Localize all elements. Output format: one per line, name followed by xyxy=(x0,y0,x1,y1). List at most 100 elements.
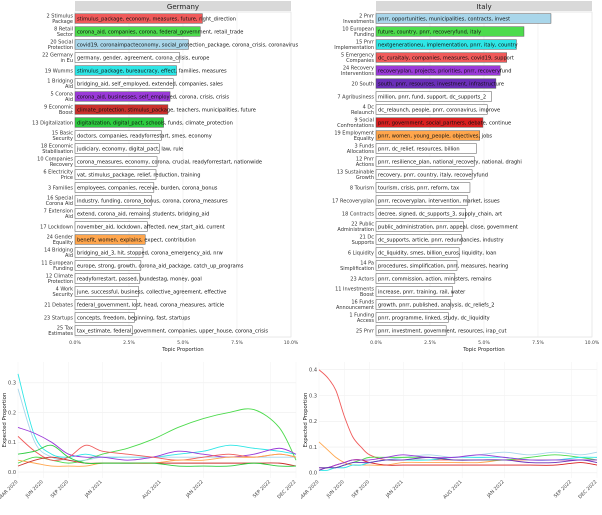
x-tick-label: AUG 2021 xyxy=(442,479,463,500)
y-tick-label: 23 Actors xyxy=(350,276,374,282)
topic-words: covid19, coronaimpacteconomy, social_pro… xyxy=(77,42,298,48)
topic-words: federal_government, lost, head, corona_m… xyxy=(77,302,224,308)
topic-words: june, successful, business, collective_a… xyxy=(76,289,226,295)
x-tick-label: MAR 2020 xyxy=(301,479,320,501)
y-tick-label: 25 Tax Estimates xyxy=(48,326,73,337)
x-tick-label: 5.0% xyxy=(478,340,490,346)
x-tick-label: SEP 2020 xyxy=(50,479,70,499)
y-tick-label: 18 Contracts xyxy=(342,211,374,217)
italy-topic-panel: Italy 0.0% 2.5% 5.0% 7.5% 10.0% Topic Proporti… xyxy=(301,0,602,358)
title-strip xyxy=(75,1,291,11)
x-tick-label: 0.0% xyxy=(69,340,81,346)
y-tick-label: 1 Bridging Aid xyxy=(47,79,73,90)
topic-words: decree, signed, dc_supports_3, supply_ch… xyxy=(378,211,502,217)
topic-bar xyxy=(375,52,507,63)
topic-bar xyxy=(375,195,469,206)
y-tick-label: 12 Climate Protection xyxy=(46,274,73,285)
topic-words: benefit, women, explains, expect, contri… xyxy=(77,237,196,243)
topic-words: digitalization, digital_pact, schools, f… xyxy=(77,120,233,126)
y-tick-label: 0.0 xyxy=(309,471,317,477)
chart-title: Germany xyxy=(167,3,199,11)
y-tick-label: 16 Funds Announcement xyxy=(336,300,374,311)
y-tick-label: 17 Lockdown xyxy=(40,224,73,230)
topic-words: pnrr, resilience_plan, national_recovery… xyxy=(378,159,522,165)
topic-bar xyxy=(74,78,174,89)
y-tick-label: 0.1 xyxy=(309,445,317,451)
x-tick-label: 7.5% xyxy=(532,340,544,346)
y-tick-label: 0.3 xyxy=(309,393,317,399)
x-tick-label: 5.0% xyxy=(177,340,189,346)
topic-words: pnrr, women, young_people, objectives, j… xyxy=(378,133,492,139)
chart-title: Italy xyxy=(476,3,491,11)
y-tick-label: 4 Work Security xyxy=(52,287,73,298)
topic-words: million, pnrr, fund, support, dc_support… xyxy=(378,94,486,100)
y-tick-label: 2 Stimulus Package xyxy=(47,14,74,25)
topic-words: public_administration, pnrr, appeal, clo… xyxy=(378,224,518,230)
topic-bar xyxy=(375,39,517,50)
y-tick-label: 15 Basic Security xyxy=(52,131,73,142)
topic-words: pnrr, investment, government, resources,… xyxy=(378,328,506,334)
topic-bar xyxy=(375,273,456,284)
topic-bar xyxy=(375,130,480,141)
topic-bar xyxy=(375,260,458,271)
topic-bar xyxy=(375,325,447,336)
topic-words: corona_measures, economy, corona, crucia… xyxy=(77,159,262,165)
x-tick-label: SEP 2020 xyxy=(351,479,371,499)
topic-words: south, pnrr, resources, investment, infr… xyxy=(378,81,504,87)
y-tick-label: 13 Sustainable Growth xyxy=(337,170,374,181)
germany-topic-bar-chart: Germany 0.0% 2.5% 5.0% 7.5% 10.0% Topic Propor… xyxy=(32,1,299,353)
topic-bar xyxy=(74,143,160,154)
series-line xyxy=(318,456,598,471)
y-tick-label: 4 Dc Relaunch xyxy=(351,105,374,116)
y-tick-label: 10 Companies Recovery xyxy=(37,157,73,168)
y-tick-label: 16 Special Corona Aid xyxy=(46,196,73,207)
plot-area xyxy=(319,362,597,478)
topic-bar xyxy=(375,221,464,232)
y-tick-label: 17 Recoveryplan xyxy=(332,198,374,204)
y-tick-label: 7 Agribusiness xyxy=(337,94,374,100)
y-tick-label: 9 Economic Boost xyxy=(44,105,73,116)
topic-bar xyxy=(375,208,466,219)
topic-bar xyxy=(74,26,201,37)
topic-words: recovery, pnrr, country, italy, recovery… xyxy=(378,172,488,178)
y-tick-label: 8 Tourism xyxy=(350,185,374,191)
series-line xyxy=(17,427,297,461)
topic-bar xyxy=(74,312,135,323)
topic-words: increase, pnrr, training, rail, water xyxy=(378,289,466,295)
topic-words: bridging_aid, self_employed, extended, c… xyxy=(77,81,223,87)
topic-words: corona_aid, businesses, self_employed, c… xyxy=(77,94,229,100)
y-tick-label: 21 Debates xyxy=(44,302,73,308)
topic-bar xyxy=(74,39,189,50)
topic-bar xyxy=(74,13,203,24)
y-tick-label: 25 Pnrr xyxy=(356,328,375,334)
topic-words: procedures, simplification, pnrr, measur… xyxy=(378,263,508,269)
y-tick-label: 18 Economic Stabilisation xyxy=(41,144,73,155)
topic-bar xyxy=(74,260,142,271)
series-line xyxy=(318,454,597,469)
topic-bar xyxy=(375,13,552,24)
y-tick-label: 1 Funding Access xyxy=(349,313,374,324)
y-tick-label: 22 Public Administration xyxy=(337,222,374,233)
y-tick-label: 0.4 xyxy=(309,368,317,374)
y-tick-label: 12 Pnrr Actions xyxy=(356,157,375,168)
y-tick-label: 15 Pnrr Implementation xyxy=(334,40,375,51)
y-tick-label: 11 Investments Boost xyxy=(335,287,374,298)
x-tick-label: 10.0% xyxy=(585,340,600,346)
x-tick-label: DEC 2022 xyxy=(276,479,297,500)
topic-words: tax_estimate, federal_government, compan… xyxy=(77,328,268,334)
y-tick-label: 9 Social Confrontations xyxy=(337,118,374,129)
x-tick-label: JAN 2022 xyxy=(485,479,505,499)
topic-bar xyxy=(74,52,181,63)
y-axis-label: Expected Proportion xyxy=(303,393,309,448)
topic-bar xyxy=(375,143,477,154)
y-tick-label: 8 Retail Sector xyxy=(54,27,74,38)
y-tick-label: 22 Germany in Eu xyxy=(42,53,73,64)
topic-bar xyxy=(74,156,158,167)
topic-bar xyxy=(74,299,137,310)
topic-words: dc_supports, article, pnrr, redundancies… xyxy=(378,237,504,243)
topic-words: pnrr, opportunities, municipalities, con… xyxy=(378,16,510,22)
x-tick-label: SEP 2022 xyxy=(553,479,573,499)
topic-bar xyxy=(375,78,497,89)
topic-bar xyxy=(74,234,146,245)
topic-words: climate_protection, stimulus_package, te… xyxy=(77,107,256,113)
